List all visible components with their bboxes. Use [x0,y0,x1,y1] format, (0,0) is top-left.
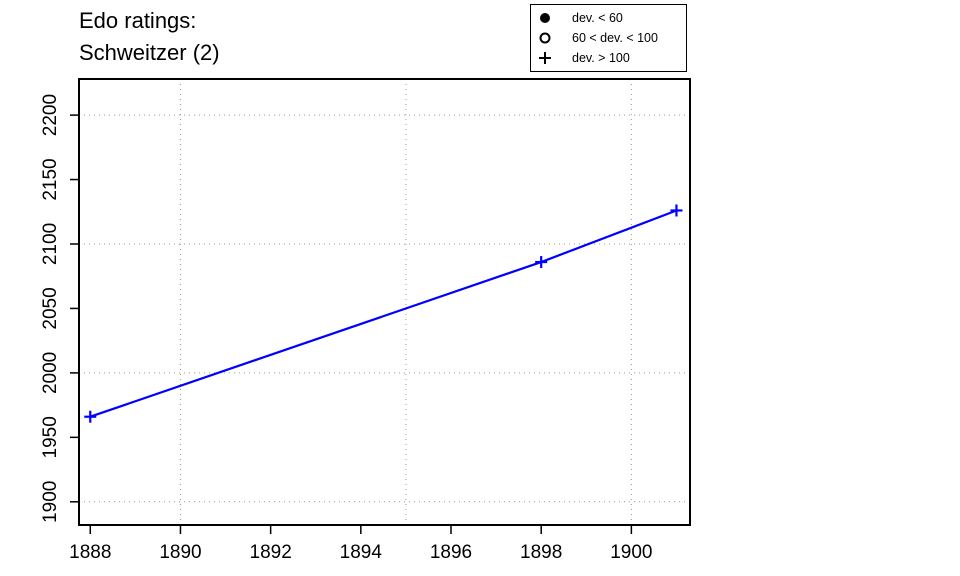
chart-legend: dev. < 60 60 < dev. < 100 dev. > 100 [530,4,687,72]
legend-label: dev. < 60 [572,11,623,25]
y-tick-label: 1900 [40,481,61,523]
y-tick-label: 1950 [40,416,61,458]
y-tick-label: 2000 [40,352,61,394]
x-tick-label: 1892 [250,542,292,563]
legend-label: dev. > 100 [572,51,630,65]
x-tick-label: 1900 [610,542,652,563]
chart-title-line-1: Edo ratings: [79,8,197,33]
y-tick-label: 2050 [40,287,61,329]
x-tick-label: 1888 [69,542,111,563]
filled-circle-icon [540,13,550,23]
legend-label: 60 < dev. < 100 [572,31,658,45]
data-point-marker [670,204,683,217]
data-point-marker [535,256,548,269]
series-line [89,209,677,418]
x-tick-label: 1896 [430,542,472,563]
y-tick-label: 2100 [40,223,61,265]
x-tick-label: 1894 [340,542,383,563]
x-tick-label: 1898 [520,542,562,563]
chart-title-line-2: Schweitzer (2) [79,40,220,65]
plot-frame [78,78,691,526]
y-tick-label: 2200 [40,94,61,136]
data-point-marker [84,410,97,423]
open-circle-icon [539,32,551,44]
plus-icon [539,52,551,64]
y-tick-label: 2150 [40,158,61,200]
x-tick-label: 1890 [159,542,201,563]
